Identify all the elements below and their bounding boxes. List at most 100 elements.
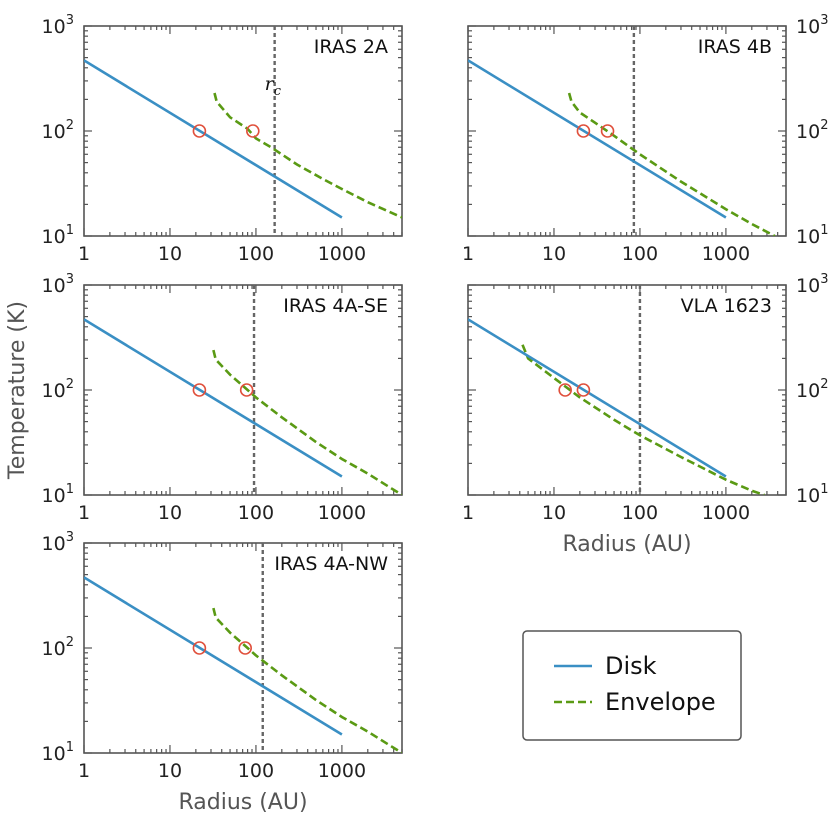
y-tick-exponent: 2 bbox=[820, 377, 828, 392]
y-tick-label: 101 bbox=[42, 223, 74, 248]
y-tick-base: 10 bbox=[42, 226, 66, 248]
x-axis-title: Radius (AU) bbox=[178, 790, 307, 815]
disk-line bbox=[84, 576, 343, 736]
rc-subscript: c bbox=[274, 84, 282, 99]
x-tick-label: 1 bbox=[462, 243, 474, 265]
x-ticks bbox=[467, 285, 787, 495]
y-ticks bbox=[84, 25, 402, 237]
y-tick-base: 10 bbox=[796, 121, 820, 143]
panel-title: IRAS 4A-NW bbox=[274, 553, 388, 575]
envelope-line bbox=[213, 92, 402, 219]
y-ticks bbox=[84, 284, 402, 496]
x-ticks bbox=[83, 543, 403, 753]
marker-circle bbox=[576, 383, 591, 397]
y-tick-base: 10 bbox=[42, 533, 66, 555]
y-tick-exponent: 2 bbox=[66, 635, 74, 650]
y-ticks bbox=[84, 542, 402, 754]
marker-circle bbox=[600, 124, 615, 138]
y-tick-exponent: 1 bbox=[820, 482, 828, 497]
panel-title: IRAS 4A-SE bbox=[283, 295, 388, 317]
x-tick-label: 1000 bbox=[702, 243, 750, 265]
marker-circle bbox=[246, 124, 260, 138]
x-ticks bbox=[467, 26, 787, 236]
x-tick-label: 1 bbox=[462, 502, 474, 524]
y-tick-exponent: 1 bbox=[66, 223, 74, 238]
x-tick-label: 100 bbox=[238, 760, 274, 782]
y-tick-label: 101 bbox=[42, 482, 74, 507]
y-tick-base: 10 bbox=[42, 16, 66, 38]
panel-title: IRAS 4B bbox=[698, 36, 772, 58]
y-tick-label: 103 bbox=[42, 272, 74, 297]
y-tick-base: 10 bbox=[796, 380, 820, 402]
x-tick-label: 1 bbox=[78, 243, 90, 265]
x-tick-label: 10 bbox=[158, 243, 182, 265]
panel-title: IRAS 2A bbox=[314, 36, 388, 58]
envelope-line bbox=[212, 607, 402, 753]
y-tick-label: 103 bbox=[42, 13, 74, 38]
y-tick-base: 10 bbox=[42, 121, 66, 143]
x-tick-label: 100 bbox=[622, 243, 658, 265]
y-tick-label: 103 bbox=[42, 530, 74, 555]
marker-circle bbox=[558, 383, 572, 397]
y-tick-base: 10 bbox=[42, 743, 66, 765]
y-tick-exponent: 3 bbox=[66, 272, 74, 287]
y-tick-exponent: 1 bbox=[66, 740, 74, 755]
marker-circle bbox=[192, 641, 207, 655]
disk-line bbox=[468, 318, 727, 478]
y-tick-exponent: 3 bbox=[820, 13, 828, 28]
x-tick-label: 1000 bbox=[318, 760, 366, 782]
y-tick-base: 10 bbox=[42, 485, 66, 507]
y-tick-exponent: 1 bbox=[820, 223, 828, 238]
disk-line bbox=[84, 318, 343, 478]
y-tick-exponent: 3 bbox=[66, 13, 74, 28]
disk-line bbox=[84, 59, 343, 219]
marker-circle bbox=[238, 641, 252, 655]
marker-circle bbox=[192, 124, 207, 138]
y-axis-title: Temperature (K) bbox=[5, 301, 30, 480]
legend: Disk Envelope bbox=[522, 630, 742, 741]
y-tick-label: 102 bbox=[796, 377, 828, 402]
y-tick-base: 10 bbox=[42, 638, 66, 660]
rc-symbol: r bbox=[265, 73, 276, 95]
marker-circle bbox=[576, 124, 591, 138]
y-tick-label: 101 bbox=[42, 740, 74, 765]
y-tick-label: 101 bbox=[796, 223, 828, 248]
x-tick-label: 1 bbox=[78, 760, 90, 782]
y-tick-label: 103 bbox=[796, 13, 828, 38]
x-tick-label: 1000 bbox=[702, 502, 750, 524]
y-tick-exponent: 3 bbox=[66, 530, 74, 545]
envelope-line bbox=[212, 349, 402, 495]
y-tick-base: 10 bbox=[42, 275, 66, 297]
y-tick-label: 102 bbox=[42, 635, 74, 660]
x-tick-label: 1 bbox=[78, 502, 90, 524]
x-ticks bbox=[83, 285, 403, 495]
y-tick-label: 102 bbox=[42, 118, 74, 143]
envelope-line bbox=[567, 92, 776, 236]
x-tick-label: 10 bbox=[158, 502, 182, 524]
y-tick-base: 10 bbox=[796, 16, 820, 38]
x-tick-label: 10 bbox=[542, 502, 566, 524]
y-tick-exponent: 2 bbox=[820, 118, 828, 133]
panel-title: VLA 1623 bbox=[681, 295, 772, 317]
x-tick-label: 1000 bbox=[318, 502, 366, 524]
rc-label: rc bbox=[265, 73, 282, 99]
marker-circle bbox=[239, 383, 254, 397]
y-tick-exponent: 1 bbox=[66, 482, 74, 497]
legend-label: Envelope bbox=[605, 688, 716, 716]
x-tick-label: 1000 bbox=[318, 243, 366, 265]
y-tick-label: 101 bbox=[796, 482, 828, 507]
y-tick-label: 103 bbox=[796, 272, 828, 297]
y-tick-exponent: 2 bbox=[66, 377, 74, 392]
y-tick-label: 102 bbox=[796, 118, 828, 143]
legend-frame bbox=[522, 630, 742, 741]
y-tick-base: 10 bbox=[796, 485, 820, 507]
x-tick-label: 100 bbox=[238, 502, 274, 524]
marker-circle bbox=[192, 383, 207, 397]
y-ticks bbox=[468, 284, 786, 496]
